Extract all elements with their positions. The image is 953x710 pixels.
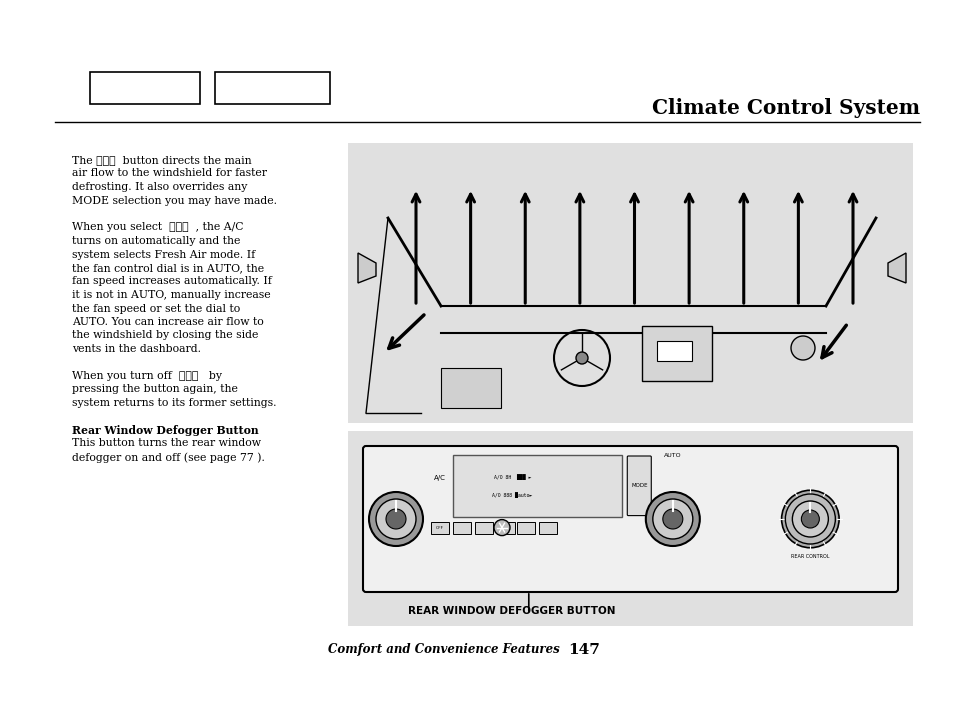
Bar (538, 522, 557, 534)
Text: AUTO. You can increase air flow to: AUTO. You can increase air flow to (71, 317, 263, 327)
Circle shape (784, 494, 835, 544)
Text: A/C: A/C (434, 474, 445, 481)
Text: This button turns the rear window: This button turns the rear window (71, 439, 261, 449)
Bar (348, 431, 912, 626)
Circle shape (369, 492, 422, 546)
Polygon shape (887, 253, 905, 283)
Text: 147: 147 (567, 643, 599, 657)
Bar (431, 522, 449, 534)
Text: pressing the button again, the: pressing the button again, the (71, 385, 237, 395)
Text: defogger on and off (see page 77 ).: defogger on and off (see page 77 ). (71, 452, 265, 462)
Text: The ⓕⓐⓙ  button directs the main: The ⓕⓐⓙ button directs the main (71, 155, 252, 165)
FancyBboxPatch shape (363, 446, 897, 592)
Text: defrosting. It also overrides any: defrosting. It also overrides any (71, 182, 247, 192)
Circle shape (801, 510, 819, 528)
Circle shape (386, 509, 406, 529)
Text: REAR CONTROL: REAR CONTROL (790, 555, 829, 559)
Text: fan speed increases automatically. If: fan speed increases automatically. If (71, 276, 272, 287)
Polygon shape (357, 253, 375, 283)
Text: air flow to the windshield for faster: air flow to the windshield for faster (71, 168, 267, 178)
Text: turns on automatically and the: turns on automatically and the (71, 236, 240, 246)
Bar (90, 72, 200, 104)
Text: the fan speed or set the dial to: the fan speed or set the dial to (71, 303, 240, 314)
Text: Rear Window Defogger Button: Rear Window Defogger Button (71, 425, 258, 436)
Circle shape (662, 509, 682, 529)
Circle shape (781, 490, 839, 547)
Bar (641, 326, 711, 381)
Bar (517, 522, 535, 534)
Text: When you select  ⓕⓐⓙ  , the A/C: When you select ⓕⓐⓙ , the A/C (71, 222, 243, 232)
Text: it is not in AUTO, manually increase: it is not in AUTO, manually increase (71, 290, 271, 300)
Text: MODE: MODE (630, 484, 647, 488)
Text: REAR WINDOW DEFOGGER BUTTON: REAR WINDOW DEFOGGER BUTTON (408, 606, 615, 616)
Text: the fan control dial is in AUTO, the: the fan control dial is in AUTO, the (71, 263, 264, 273)
Text: the windshield by closing the side: the windshield by closing the side (71, 330, 258, 341)
Text: Comfort and Convenience Features: Comfort and Convenience Features (328, 643, 559, 657)
Text: A/O 8H  ███ ►: A/O 8H ███ ► (493, 474, 531, 479)
Bar (440, 368, 500, 408)
Text: OFF: OFF (436, 525, 443, 530)
Circle shape (494, 520, 510, 535)
Bar (657, 341, 691, 361)
Circle shape (645, 492, 700, 546)
Circle shape (652, 499, 692, 539)
Text: A/O 888 █auto►: A/O 888 █auto► (492, 492, 532, 498)
Circle shape (375, 499, 416, 539)
Bar (214, 72, 330, 104)
Text: When you turn off  ⓕⓐⓙ   by: When you turn off ⓕⓐⓙ by (71, 371, 222, 381)
Text: Climate Control System: Climate Control System (651, 98, 919, 118)
Bar (497, 522, 515, 534)
Text: MODE selection you may have made.: MODE selection you may have made. (71, 195, 276, 205)
Bar (475, 522, 493, 534)
Bar (453, 522, 471, 534)
Text: system returns to its former settings.: system returns to its former settings. (71, 398, 276, 408)
FancyBboxPatch shape (627, 456, 651, 515)
Bar (453, 455, 621, 517)
Text: AUTO: AUTO (663, 453, 680, 458)
Circle shape (790, 336, 814, 360)
Bar (348, 143, 912, 423)
Text: system selects Fresh Air mode. If: system selects Fresh Air mode. If (71, 249, 255, 259)
Circle shape (792, 501, 827, 537)
Text: vents in the dashboard.: vents in the dashboard. (71, 344, 201, 354)
Circle shape (576, 352, 587, 364)
